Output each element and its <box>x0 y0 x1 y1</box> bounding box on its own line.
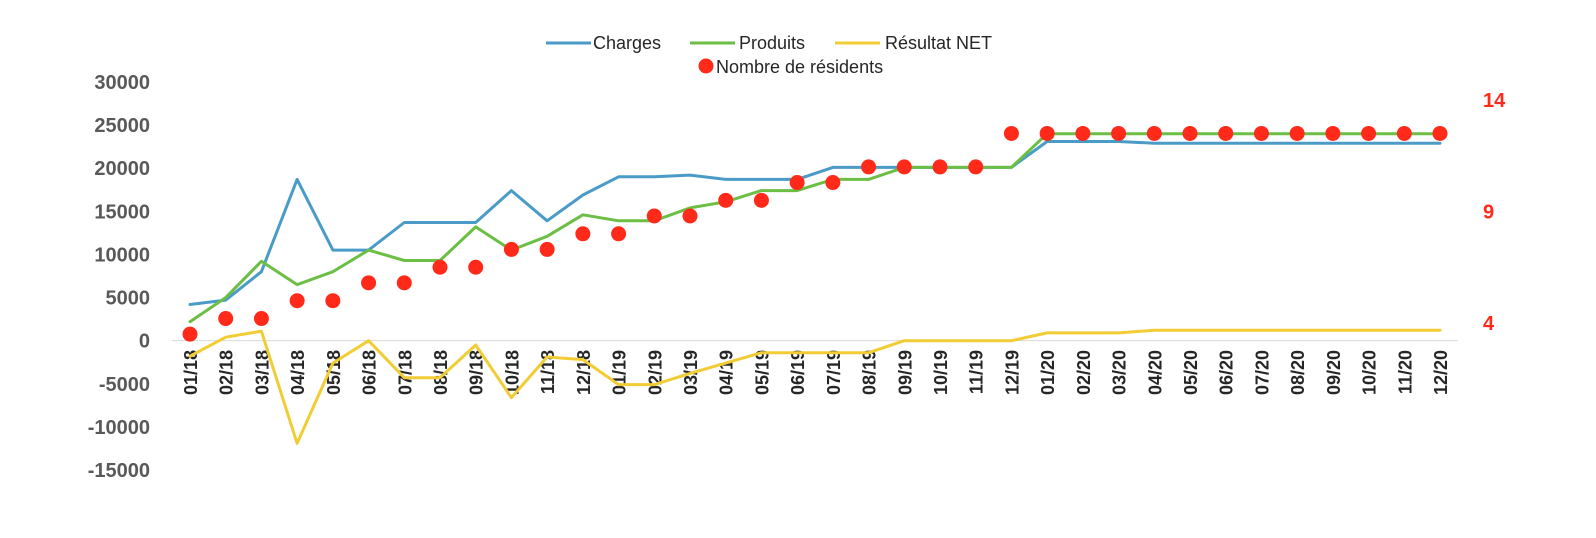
resident-point <box>825 175 840 190</box>
y-left-tick-label: 10000 <box>94 244 150 266</box>
resident-point <box>861 159 876 174</box>
x-tick-label: 01/19 <box>610 350 630 395</box>
y-left-tick-label: -5000 <box>99 374 150 396</box>
resident-point <box>1183 126 1198 141</box>
x-tick-label: 12/19 <box>1002 350 1022 395</box>
x-tick-label: 07/19 <box>824 350 844 395</box>
series-layer <box>190 134 1440 444</box>
x-tick-label: 06/18 <box>360 350 380 395</box>
legend-label: Résultat NET <box>885 33 992 53</box>
y-right-tick-label: 9 <box>1483 202 1494 224</box>
legend-label: Produits <box>739 33 805 53</box>
x-tick-label: 01/20 <box>1038 350 1058 395</box>
x-tick-label: 02/19 <box>645 350 665 395</box>
resident-point <box>1040 126 1055 141</box>
y-right-tick-label: 4 <box>1483 313 1495 335</box>
resident-point <box>1218 126 1233 141</box>
x-tick-label: 05/19 <box>752 350 772 395</box>
x-tick-label: 08/19 <box>860 350 880 395</box>
resident-point <box>254 311 269 326</box>
resident-point <box>1325 126 1340 141</box>
resident-point <box>183 327 198 342</box>
legend-label: Charges <box>593 33 661 53</box>
y-left-tick-label: 15000 <box>94 201 150 223</box>
x-tick-label: 04/18 <box>288 350 308 395</box>
y-right-tick-label: 14 <box>1483 90 1506 112</box>
resident-point <box>540 242 555 257</box>
series-line-produits <box>190 134 1440 322</box>
resident-point <box>468 260 483 275</box>
resident-point <box>790 175 805 190</box>
series-line-charges <box>190 142 1440 305</box>
y-left-tick-label: 25000 <box>94 115 150 137</box>
resident-point <box>754 193 769 208</box>
x-tick-label: 10/20 <box>1360 350 1380 395</box>
legend-label: Nombre de résidents <box>716 57 883 77</box>
x-tick-label: 11/19 <box>967 350 987 394</box>
legend-swatch <box>699 59 714 74</box>
resident-point <box>1361 126 1376 141</box>
resident-point <box>1433 126 1448 141</box>
resident-point <box>397 275 412 290</box>
x-tick-label: 08/20 <box>1288 350 1308 395</box>
resident-point <box>504 242 519 257</box>
x-tick-label: 12/18 <box>574 350 594 395</box>
resident-point <box>1254 126 1269 141</box>
y-left-tick-label: 5000 <box>106 288 151 310</box>
resident-point <box>647 208 662 223</box>
resident-point <box>433 260 448 275</box>
resident-point <box>683 208 698 223</box>
resident-point <box>1004 126 1019 141</box>
y-left-tick-label: -15000 <box>88 460 150 482</box>
points-layer <box>183 126 1448 342</box>
x-tick-label: 06/20 <box>1217 350 1237 395</box>
x-tick-label: 05/20 <box>1181 350 1201 395</box>
x-tick-label: 06/19 <box>788 350 808 395</box>
resident-point <box>290 293 305 308</box>
y-left-tick-label: -10000 <box>88 417 150 439</box>
y-left-tick-label: 30000 <box>94 72 150 94</box>
y-left-tick-label: 20000 <box>94 158 150 180</box>
x-tick-label: 12/20 <box>1431 350 1451 395</box>
resident-point <box>933 159 948 174</box>
resident-point <box>611 226 626 241</box>
resident-point <box>1290 126 1305 141</box>
x-tick-label: 04/20 <box>1145 350 1165 395</box>
resident-point <box>325 293 340 308</box>
resident-point <box>1075 126 1090 141</box>
resident-point <box>1397 126 1412 141</box>
resident-point <box>575 226 590 241</box>
x-tick-label: 02/18 <box>217 350 237 395</box>
x-tick-label: 10/19 <box>931 350 951 395</box>
x-tick-label: 03/20 <box>1110 350 1130 395</box>
resident-point <box>361 275 376 290</box>
x-tick-label: 09/19 <box>895 350 915 395</box>
resident-point <box>897 159 912 174</box>
x-tick-label: 08/18 <box>431 350 451 395</box>
x-tick-label: 04/19 <box>717 350 737 395</box>
x-tick-label: 11/20 <box>1395 350 1415 394</box>
resident-point <box>968 159 983 174</box>
resident-point <box>1147 126 1162 141</box>
resident-point <box>718 193 733 208</box>
x-tick-label: 02/20 <box>1074 350 1094 395</box>
x-tick-label: 07/20 <box>1252 350 1272 395</box>
y-left-tick-label: 0 <box>139 331 150 353</box>
resident-point <box>1111 126 1126 141</box>
resident-point <box>218 311 233 326</box>
x-tick-label: 09/20 <box>1324 350 1344 395</box>
